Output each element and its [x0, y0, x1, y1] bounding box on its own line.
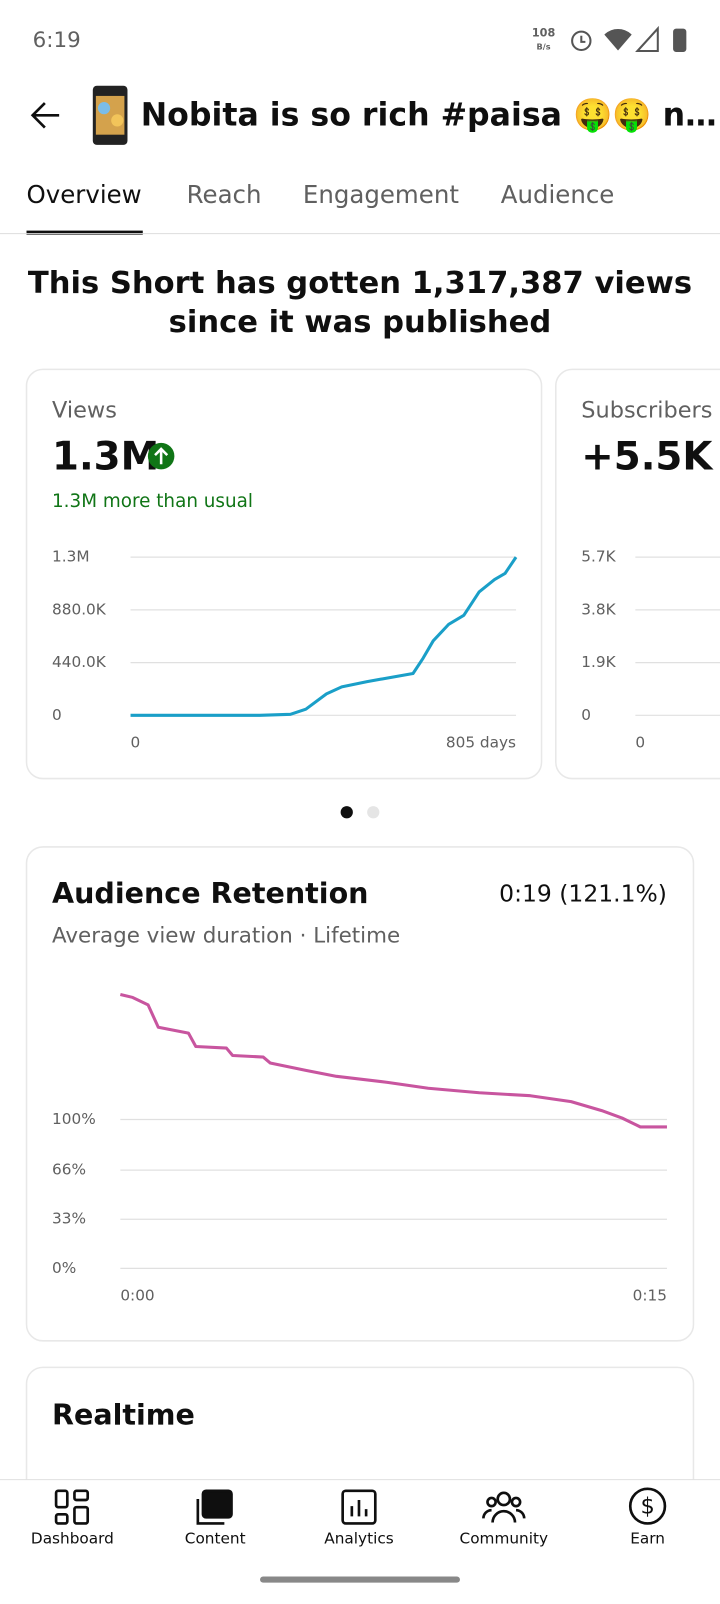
card-title: Realtime [52, 1397, 195, 1431]
nav-label[interactable]: Analytics [324, 1529, 393, 1547]
data-line [130, 556, 518, 717]
net-unit: B/s [537, 41, 551, 51]
page-dot[interactable] [367, 806, 380, 819]
tab[interactable]: Engagement [303, 180, 459, 209]
up-icon [147, 442, 175, 470]
tab[interactable]: Reach [187, 180, 262, 209]
nav-icons [54, 1487, 667, 1525]
data-line [119, 993, 667, 1129]
metric-label: Subscribers [581, 398, 712, 424]
x-tick-label: 0 [635, 733, 645, 751]
y-tick-label: 880.0K [52, 600, 107, 618]
page-dot[interactable] [340, 806, 353, 819]
nav-label[interactable]: Dashboard [31, 1529, 114, 1547]
home-indicator [260, 1576, 460, 1583]
x-tick-label: 0:15 [633, 1286, 667, 1304]
time: 6:19 [33, 28, 81, 53]
y-tick-label: 66% [52, 1161, 86, 1179]
views-card[interactable] [25, 368, 543, 780]
chart: 0% 33% 66% 100% 0:00 0:15 [52, 993, 667, 1304]
y-tick-label: 100% [52, 1110, 96, 1128]
y-tick-label: 0% [52, 1259, 76, 1277]
y-tick-label: 440.0K [52, 653, 107, 671]
y-tick-label: 3.8K [581, 600, 616, 618]
x-tick-label: 805 days [446, 733, 516, 751]
chart: 0 1.9K 3.8K 5.7K 0 [581, 548, 720, 751]
chart: 0 440.0K 880.0K 1.3M 0 805 days [52, 548, 518, 751]
thumbnail[interactable] [92, 85, 128, 145]
card-title: Audience Retention [52, 876, 369, 910]
metric-value: +5.5K [581, 435, 714, 480]
y-tick-label: 0 [581, 706, 591, 724]
tab-indicator [26, 230, 143, 235]
card-value: 0:19 (121.1%) [499, 879, 667, 907]
metric-value: 1.3M [52, 435, 159, 480]
nav-label[interactable]: Content [185, 1529, 246, 1547]
summary: This Short has gotten 1,317,387 views [28, 266, 692, 301]
net-speed: 108 [532, 27, 556, 40]
metric-label: Views [52, 398, 117, 424]
y-tick-label: 5.7K [581, 548, 616, 566]
subscribers-card[interactable] [555, 368, 720, 780]
tab[interactable]: Audience [501, 180, 615, 209]
card-subtitle: Average view duration · Lifetime [52, 924, 400, 949]
y-tick-label: 33% [52, 1210, 86, 1228]
metric-note: 1.3M more than usual [52, 491, 253, 512]
retention-card[interactable] [25, 846, 695, 1342]
tab[interactable]: Overview [27, 180, 142, 209]
video-title: Nobita is so rich #paisa 🤑🤑 n… [141, 97, 717, 133]
summary: since it was published [169, 305, 552, 340]
nav-label[interactable]: Earn [630, 1529, 665, 1547]
x-tick-label: 0:00 [120, 1286, 154, 1304]
y-tick-label: 1.9K [581, 653, 616, 671]
y-tick-label: 1.3M [52, 548, 90, 566]
x-tick-label: 0 [131, 733, 141, 751]
earn-glyph: $ [640, 1494, 654, 1520]
status-icons [571, 25, 687, 53]
y-tick-label: 0 [52, 706, 62, 724]
back-button[interactable] [30, 102, 60, 129]
nav-label[interactable]: Community [460, 1529, 549, 1547]
